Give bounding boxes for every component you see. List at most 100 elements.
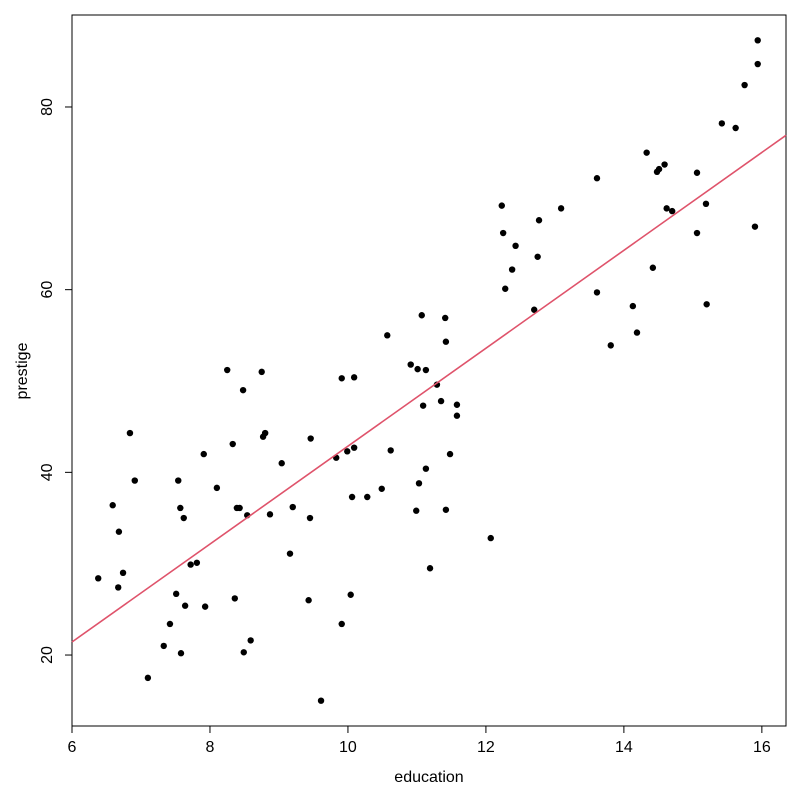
point (754, 60, 761, 68)
point (240, 649, 247, 656)
x-tick-label: 10 (339, 739, 357, 756)
point (119, 569, 127, 577)
y-tick-label: 60 (39, 281, 56, 299)
point (693, 229, 701, 237)
point (350, 374, 358, 381)
point (498, 202, 505, 209)
y-tick-label: 80 (39, 98, 56, 116)
point (751, 223, 759, 230)
point (453, 412, 461, 419)
x-tick-label: 16 (753, 739, 771, 756)
point (239, 386, 247, 394)
point (419, 402, 427, 409)
point (286, 550, 294, 557)
point (629, 302, 637, 310)
point (201, 603, 209, 610)
point (175, 477, 182, 484)
x-tick-label: 14 (615, 739, 633, 756)
point (338, 620, 345, 628)
point (305, 597, 312, 604)
point (593, 175, 601, 182)
point (109, 502, 116, 509)
point (187, 561, 194, 568)
fit-line (71, 134, 787, 643)
point (512, 242, 519, 250)
point (126, 429, 134, 437)
plot-frame (71, 14, 787, 727)
point (535, 217, 543, 224)
point (418, 312, 425, 319)
point (258, 368, 265, 376)
point (663, 205, 670, 212)
point (261, 429, 269, 437)
y-tick-label: 40 (39, 463, 56, 481)
point (607, 342, 614, 349)
point (348, 493, 356, 501)
y-axis-label: prestige (14, 342, 31, 399)
point (177, 504, 184, 512)
point (649, 264, 657, 271)
point (231, 595, 239, 602)
point (442, 338, 450, 345)
x-tick-label: 6 (68, 739, 77, 756)
point (534, 253, 541, 260)
point (655, 165, 663, 173)
point (593, 289, 601, 296)
x-tick-label: 12 (477, 739, 495, 756)
point (633, 329, 641, 336)
point (718, 120, 726, 127)
point (181, 602, 189, 609)
point (350, 444, 358, 451)
point (224, 366, 231, 374)
point (442, 506, 450, 513)
y-tick-label: 20 (39, 646, 56, 664)
point (703, 301, 710, 308)
point (693, 169, 701, 176)
point (347, 591, 354, 598)
point (229, 440, 236, 448)
point (508, 266, 516, 273)
point (364, 493, 371, 501)
point (278, 460, 285, 467)
point (200, 450, 207, 458)
point (307, 435, 314, 442)
point (446, 450, 454, 458)
point (289, 503, 296, 511)
point (236, 504, 243, 512)
point (172, 590, 180, 598)
point (557, 205, 565, 212)
point (144, 674, 152, 682)
point (414, 365, 421, 373)
point (502, 285, 509, 292)
point (247, 637, 254, 644)
point (741, 81, 748, 89)
point (661, 161, 668, 168)
point (131, 477, 138, 484)
point (160, 642, 167, 650)
point (499, 229, 507, 237)
point (180, 514, 187, 522)
point (344, 448, 351, 455)
point (531, 306, 538, 313)
x-tick-label: 8 (206, 739, 215, 756)
point (422, 465, 430, 472)
point (407, 361, 414, 368)
point (384, 332, 391, 339)
point (754, 37, 761, 44)
point (338, 375, 345, 382)
point (422, 366, 430, 374)
point (115, 584, 122, 591)
point (433, 381, 441, 388)
point (426, 565, 434, 572)
point (413, 507, 420, 514)
point (213, 484, 221, 492)
point (415, 480, 423, 487)
point (95, 575, 102, 582)
point (115, 528, 123, 535)
point (453, 401, 461, 408)
point (437, 397, 445, 405)
point (378, 485, 385, 492)
point (732, 124, 739, 132)
point (387, 447, 394, 454)
